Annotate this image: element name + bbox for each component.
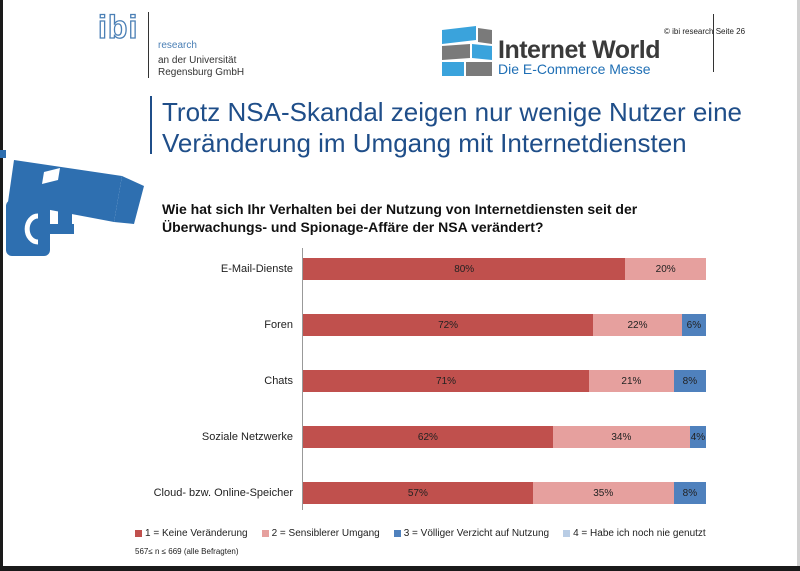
bar-segment [303,258,626,280]
bar-value-label: 4% [690,432,706,443]
chart-title-line1: Wie hat sich Ihr Verhalten bei der Nutzu… [162,201,638,217]
institution-label: an der Universität Regensburg GmbH [158,55,244,79]
internet-world-subtitle: Die E-Commerce Messe [498,61,651,77]
institution-line1: an der Universität [158,55,237,66]
bar-value-label: 6% [686,320,702,331]
chart-title: Wie hat sich Ihr Verhalten bei der Nutzu… [162,200,762,236]
bar-value-label: 72% [438,320,459,331]
category-axis [302,248,303,510]
bar-segment [589,370,674,392]
bar-segment [552,426,690,448]
legend-item: 1 = Keine Veränderung [135,528,248,539]
bar-segment [593,314,682,336]
logo-divider [148,12,149,78]
surveillance-camera-icon [0,150,144,256]
sample-size-note: 567≤ n ≤ 669 (alle Befragten) [135,547,239,556]
legend-item: 4 = Habe ich noch nie genutzt [563,528,706,539]
category-label: Cloud- bzw. Online-Speicher [153,487,293,499]
internet-world-logo-mark [442,26,492,76]
bar-segment [303,370,590,392]
institution-line2: Regensburg GmbH [158,67,245,78]
category-label: Chats [264,375,293,387]
frame-bottom [0,566,800,571]
legend-item: 3 = Völliger Verzicht auf Nutzung [393,528,550,539]
bar-value-label: 8% [682,488,698,499]
svg-text:ibi: ibi [98,10,138,44]
legend-swatch [261,530,269,537]
frame-right [797,0,800,571]
legend-label: 3 = Völliger Verzicht auf Nutzung [403,528,550,539]
bar-value-label: 22% [627,320,648,331]
internet-world-title: Internet World [498,36,660,64]
headline: Trotz NSA-Skandal zeigen nur wenige Nutz… [162,97,762,159]
bar-segment [303,426,553,448]
bar-value-label: 20% [655,264,676,275]
legend-label: 2 = Sensiblerer Umgang [271,528,380,539]
research-label: research [158,40,197,51]
bar-segment [625,258,706,280]
header-divider [713,14,714,72]
category-label: Soziale Netzwerke [201,431,293,443]
headline-accent [150,96,152,154]
bar-segment [681,314,706,336]
bar-segment [689,426,706,448]
headline-line1: Trotz NSA-Skandal zeigen nur wenige Nutz… [162,97,742,127]
legend-label: 4 = Habe ich noch nie genutzt [573,528,706,539]
chart-title-line2: Überwachungs- und Spionage-Affäre der NS… [162,219,544,235]
bar-value-label: 34% [611,432,632,443]
copyright-page: © ibi research Seite 26 [664,27,746,36]
bar-value-label: 57% [407,488,428,499]
bar-value-label: 8% [682,376,698,387]
bar-value-label: 62% [417,432,438,443]
legend-swatch [563,530,571,537]
legend-swatch [135,530,142,537]
bar-segment [673,370,706,392]
bar-value-label: 35% [593,488,614,499]
bar-segment [303,314,594,336]
bar-value-label: 71% [436,376,457,387]
legend-item: 2 = Sensiblerer Umgang [261,528,380,539]
legend-label: 1 = Keine Veränderung [145,528,248,539]
bar-value-label: 21% [621,376,642,387]
bar-segment [532,482,674,504]
ibi-logo-mark: ibi [97,8,138,45]
category-label: E-Mail-Dienste [220,263,293,275]
legend-swatch [393,530,401,537]
bar-segment [673,482,706,504]
bar-segment [303,482,533,504]
chart-legend: 1 = Keine Veränderung 2 = Sensiblerer Umg… [135,528,706,539]
frame-left [0,0,3,571]
headline-line2: Veränderung im Umgang mit Internetdienst… [162,128,687,158]
ibi-logo: ibi [97,8,138,52]
bar-value-label: 80% [454,264,475,275]
category-label: Foren [264,319,293,331]
